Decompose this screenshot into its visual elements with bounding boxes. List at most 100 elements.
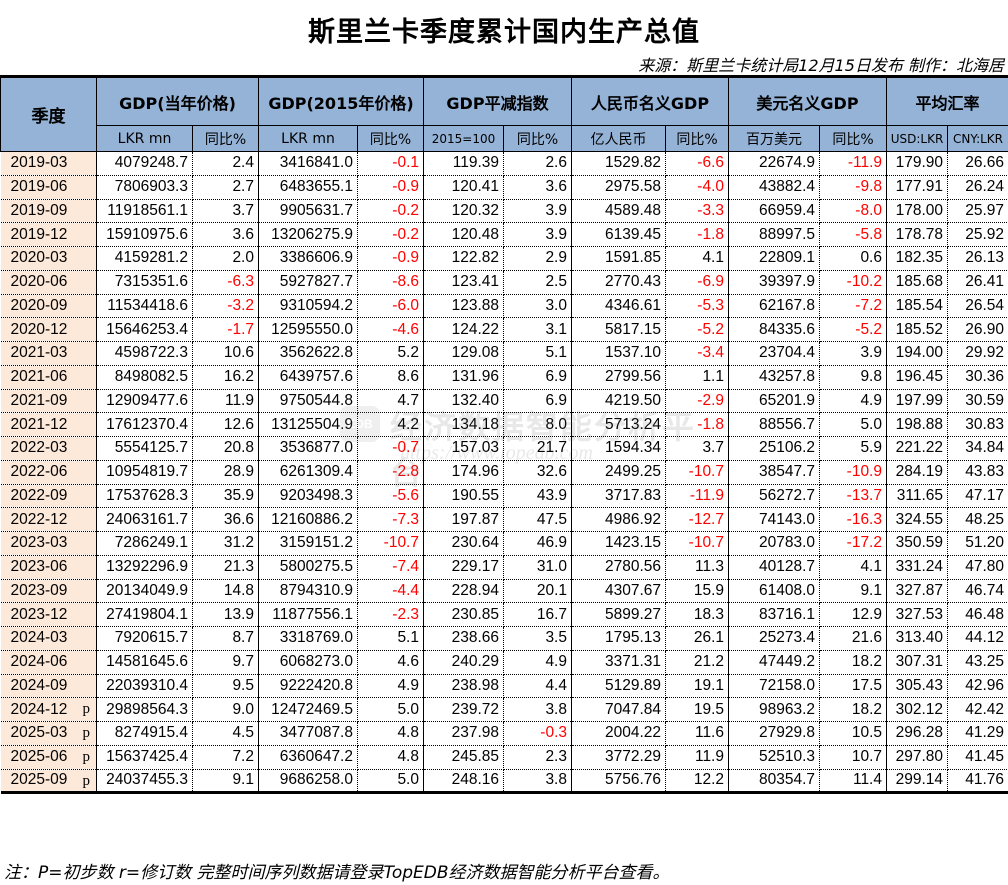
quarter-cell: 2025-09 p — [0, 769, 97, 794]
value-cell: -10.7 — [665, 460, 729, 485]
value-cell: 302.12 — [886, 697, 948, 722]
value-cell: 1423.15 — [571, 531, 666, 556]
value-cell: 5.0 — [357, 769, 424, 794]
value-cell: 42.96 — [946, 674, 1008, 699]
preliminary-flag: p — [82, 725, 91, 741]
value-cell: 4.9 — [357, 674, 424, 699]
value-cell: 26.41 — [946, 270, 1008, 295]
table-row: 2020-12 15646253.4 -1.7 12595550.0 -4.6 124.2… — [0, 317, 1008, 342]
value-cell: 24063161.7 — [96, 507, 193, 532]
value-cell: 1795.13 — [571, 626, 666, 651]
value-cell: 43.83 — [946, 460, 1008, 485]
table-row: 2021-03 4598722.3 10.6 3562622.8 5.2 129.08 5.… — [0, 341, 1008, 366]
value-cell: 313.40 — [886, 626, 948, 651]
value-cell: 305.43 — [886, 674, 948, 699]
quarter-cell: 2021-09 — [0, 389, 97, 414]
value-cell: 3536877.0 — [258, 436, 358, 461]
table-row: 2019-09 11918561.1 3.7 9905631.7 -0.2 120.32 3… — [0, 199, 1008, 224]
quarter-cell: 2021-12 — [0, 412, 97, 437]
value-cell: 11534418.6 — [96, 294, 193, 319]
value-cell: 35.9 — [192, 484, 259, 509]
value-cell: 25.92 — [946, 222, 1008, 247]
value-cell: -0.2 — [357, 199, 424, 224]
value-cell: 7315351.6 — [96, 270, 193, 295]
quarter-cell: 2020-09 — [0, 294, 97, 319]
value-cell: 27929.8 — [728, 721, 820, 746]
value-cell: 3717.83 — [571, 484, 666, 509]
value-cell: 230.85 — [423, 602, 504, 627]
quarter-label: 2022-09 — [10, 486, 68, 504]
value-cell: 3.7 — [192, 199, 259, 224]
value-cell: 3.9 — [819, 341, 887, 366]
table-row: 2024-09 22039310.4 9.5 9222420.8 4.9 238.98 4.… — [0, 674, 1008, 699]
value-cell: 8.6 — [357, 365, 424, 390]
value-cell: 11.9 — [665, 745, 729, 770]
value-cell: 3.8 — [503, 697, 572, 722]
value-cell: 6139.45 — [571, 222, 666, 247]
value-cell: -4.6 — [357, 317, 424, 342]
table-row: 2020-06 7315351.6 -6.3 5927827.7 -8.6 123.41 2… — [0, 270, 1008, 295]
value-cell: 4.6 — [357, 650, 424, 675]
value-cell: 23704.4 — [728, 341, 820, 366]
value-cell: 47.80 — [946, 555, 1008, 580]
value-cell: 6360647.2 — [258, 745, 358, 770]
value-cell: 8794310.9 — [258, 579, 358, 604]
value-cell: 42.42 — [946, 697, 1008, 722]
value-cell: 4219.50 — [571, 389, 666, 414]
quarter-label: 2019-03 — [10, 154, 68, 172]
value-cell: 7920615.7 — [96, 626, 193, 651]
value-cell: 15646253.4 — [96, 317, 193, 342]
value-cell: 84335.6 — [728, 317, 820, 342]
value-cell: 15.9 — [665, 579, 729, 604]
value-cell: -8.6 — [357, 270, 424, 295]
value-cell: 4.2 — [357, 412, 424, 437]
preliminary-flag: p — [82, 748, 91, 765]
value-cell: 3318769.0 — [258, 626, 358, 651]
table-row: 2019-06 7806903.3 2.7 6483655.1 -0.9 120.41 3.… — [0, 175, 1008, 200]
value-cell: 5927827.7 — [258, 270, 358, 295]
quarter-label: 2019-09 — [10, 201, 68, 219]
subheader-yoy: 同比% — [819, 125, 887, 152]
quarter-cell: 2023-03 — [0, 531, 97, 556]
value-cell: 5.0 — [819, 412, 887, 437]
page-title: 斯里兰卡季度累计国内生产总值 — [308, 17, 700, 48]
value-cell: 4.9 — [819, 389, 887, 414]
value-cell: 21.3 — [192, 555, 259, 580]
value-cell: 4079248.7 — [96, 151, 193, 176]
value-cell: 228.94 — [423, 579, 504, 604]
value-cell: 122.82 — [423, 246, 504, 271]
subheader-usd-lkr: USD:LKR — [886, 125, 948, 152]
value-cell: 43.9 — [503, 484, 572, 509]
value-cell: 11.3 — [665, 555, 729, 580]
value-cell: 238.66 — [423, 626, 504, 651]
value-cell: 18.3 — [665, 602, 729, 627]
value-cell: 2.0 — [192, 246, 259, 271]
value-cell: 9.0 — [192, 697, 259, 722]
quarter-label: 2021-03 — [10, 344, 68, 362]
value-cell: 198.88 — [886, 412, 948, 437]
value-cell: 26.66 — [946, 151, 1008, 176]
value-cell: 47.17 — [946, 484, 1008, 509]
value-cell: 11.4 — [819, 769, 887, 794]
value-cell: 9222420.8 — [258, 674, 358, 699]
quarter-label: 2020-03 — [10, 249, 68, 267]
table-row: 2025-09 p 24037455.3 9.1 9686258.0 5.0 248.16 3… — [0, 769, 1008, 794]
value-cell: 2.7 — [192, 175, 259, 200]
value-cell: 5899.27 — [571, 602, 666, 627]
table-row: 2020-09 11534418.6 -3.2 9310594.2 -6.0 123.88… — [0, 294, 1008, 319]
value-cell: 190.55 — [423, 484, 504, 509]
value-cell: 5.1 — [503, 341, 572, 366]
value-cell: 22809.1 — [728, 246, 820, 271]
header-fx-rate: 平均汇率 — [885, 76, 1008, 126]
quarter-cell: 2020-03 — [0, 246, 97, 271]
quarter-label: 2023-06 — [10, 558, 68, 576]
value-cell: 15910975.6 — [96, 222, 193, 247]
value-cell: 5554125.7 — [96, 436, 193, 461]
value-cell: 239.72 — [423, 697, 504, 722]
table-row: 2024-06 14581645.6 9.7 6068273.0 4.6 240.29 4.… — [0, 650, 1008, 675]
value-cell: 197.87 — [423, 507, 504, 532]
value-cell: 12160886.2 — [258, 507, 358, 532]
value-cell: 238.98 — [423, 674, 504, 699]
value-cell: 26.54 — [946, 294, 1008, 319]
value-cell: 46.74 — [946, 579, 1008, 604]
